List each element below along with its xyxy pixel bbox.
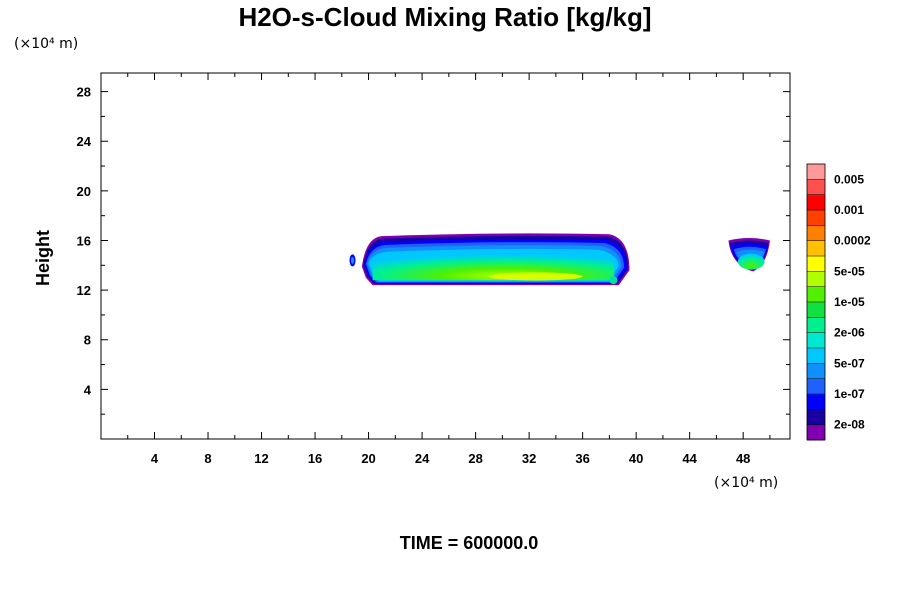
colorbar-label: 1e-07 <box>834 387 865 401</box>
x-tick-label: 48 <box>736 451 750 466</box>
cloud-blob-small-core <box>350 256 355 264</box>
x-axis-unit: (×10⁴ m) <box>714 475 778 491</box>
colorbar-label: 0.005 <box>834 172 864 186</box>
colorbar-swatch <box>807 240 825 257</box>
y-tick-label: 24 <box>77 134 92 149</box>
y-tick-label: 8 <box>84 333 91 348</box>
x-tick-label: 12 <box>254 451 268 466</box>
x-tick-label: 4 <box>151 451 159 466</box>
colorbar-swatch <box>807 194 825 211</box>
cloud-fragment <box>609 276 618 285</box>
chart-title: H2O-s-Cloud Mixing Ratio [kg/kg] <box>238 2 651 32</box>
x-tick-label: 40 <box>629 451 643 466</box>
x-tick-label: 16 <box>308 451 322 466</box>
y-tick-label: 20 <box>77 184 91 199</box>
y-axis-ticks: 4 8 12 16 20 24 28 <box>77 85 790 415</box>
colorbar-swatch <box>807 256 825 272</box>
x-tick-label: 8 <box>204 451 211 466</box>
colorbar-swatch <box>807 424 825 441</box>
y-tick-label: 12 <box>77 283 91 298</box>
colorbar-swatch <box>807 179 825 196</box>
x-tick-label: 44 <box>682 451 697 466</box>
plot-frame <box>100 72 791 440</box>
y-tick-label: 4 <box>84 382 92 397</box>
x-tick-label: 28 <box>468 451 482 466</box>
y-axis-label: Height <box>33 230 53 286</box>
colorbar-swatch <box>807 394 825 410</box>
y-tick-label: 28 <box>77 85 91 100</box>
cloud-max-core <box>488 272 583 281</box>
colorbar-swatch <box>807 271 825 288</box>
colorbar-label: 5e-05 <box>834 264 865 278</box>
colorbar-swatch <box>807 302 825 318</box>
x-tick-label: 24 <box>415 451 430 466</box>
colorbar-swatch <box>807 210 825 226</box>
y-tick-label: 16 <box>77 233 91 248</box>
colorbar-swatch <box>807 225 825 242</box>
colorbar-label: 1e-05 <box>834 295 865 309</box>
cloud-core-right <box>737 253 765 270</box>
colorbar-swatch <box>807 363 825 380</box>
x-tick-label: 32 <box>522 451 536 466</box>
colorbar-swatch <box>807 332 825 349</box>
colorbar-swatch <box>807 378 825 395</box>
colorbar-swatch <box>807 409 825 426</box>
colorbar-label: 0.0002 <box>834 234 871 248</box>
x-tick-label: 20 <box>361 451 375 466</box>
colorbar-swatch <box>807 286 825 303</box>
time-label: TIME = 600000.0 <box>400 533 539 553</box>
cloud-contours <box>349 233 770 286</box>
colorbar-swatch <box>807 317 825 334</box>
colorbar-label: 0.001 <box>834 203 864 217</box>
colorbar-label: 2e-08 <box>834 418 865 432</box>
y-axis-unit: (×10⁴ m) <box>14 36 78 52</box>
x-axis-ticks: 4 8 12 16 20 24 28 32 36 40 44 48 <box>127 73 771 466</box>
x-tick-label: 36 <box>575 451 589 466</box>
colorbar-swatch <box>807 164 825 180</box>
colorbar-label: 2e-06 <box>834 326 865 340</box>
colorbar-label: 5e-07 <box>834 356 865 370</box>
colorbar: 2e-08 1e-07 5e-07 2e-06 1e-05 5e-05 0.0002 0.00… <box>806 163 871 441</box>
colorbar-swatch <box>807 348 825 364</box>
